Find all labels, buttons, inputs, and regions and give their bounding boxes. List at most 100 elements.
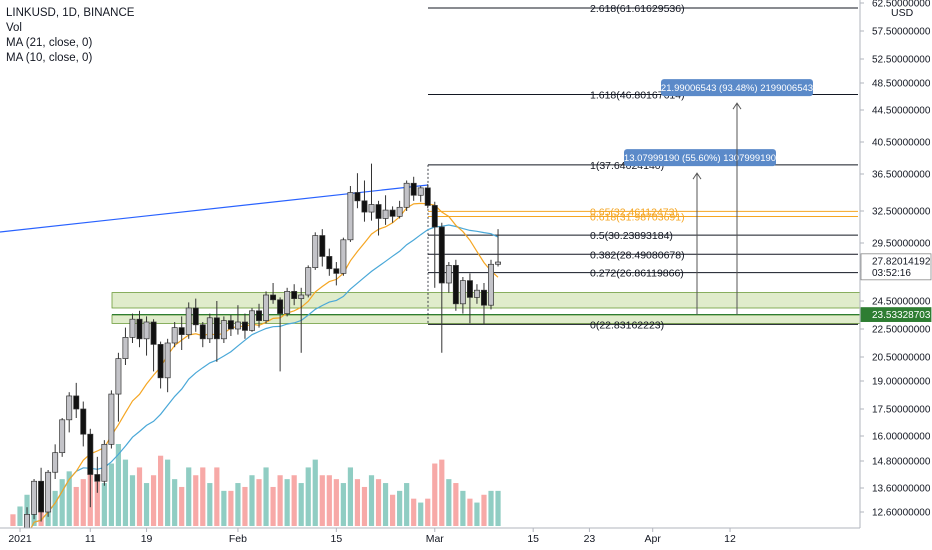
volume-bar — [115, 444, 122, 526]
candlesticks — [10, 163, 501, 550]
volume-bar — [59, 479, 65, 526]
price-tick-label: 14.80000000 — [872, 457, 931, 468]
volume-bar — [298, 483, 304, 526]
volume-bar — [263, 467, 269, 526]
volume-bar — [382, 483, 389, 526]
fib-level-label: 0.272(26.86119866) — [590, 268, 684, 280]
time-tick-label: 11 — [85, 533, 96, 545]
volume-bar — [221, 490, 227, 526]
time-axis-background — [0, 528, 932, 550]
price-tick-label: 52.50000000 — [872, 55, 931, 66]
candle-body — [87, 433, 94, 475]
candle-body — [59, 419, 66, 454]
price-tick-label: 22.50000000 — [872, 325, 931, 336]
candle-body — [438, 226, 445, 284]
volume-bar — [312, 459, 318, 526]
volume-bar — [122, 459, 129, 526]
candle-body — [31, 480, 38, 515]
candle-body — [263, 294, 270, 321]
legend-ma10[interactable]: MA (10, close, 0) — [6, 52, 93, 64]
candle-body — [227, 320, 234, 330]
candle-body — [38, 480, 45, 513]
candle-body — [192, 307, 199, 326]
price-tick-label: 57.50000000 — [872, 27, 931, 38]
candle-body — [150, 321, 157, 345]
volume-bar — [425, 498, 431, 526]
fib-level-label: 1.618(46.80167614) — [590, 89, 685, 101]
candle-body — [466, 280, 473, 298]
time-tick-label: Mar — [426, 533, 445, 545]
volume-bar — [242, 486, 248, 526]
legend-ma21[interactable]: MA (21, close, 0) — [6, 37, 93, 49]
legend-volume[interactable]: Vol — [6, 22, 22, 34]
candle-body — [164, 342, 171, 379]
time-axis[interactable]: 2021 11 19 Feb 15 Mar 15 23 Apr 12 — [0, 527, 932, 550]
price-tick-label: 40.50000000 — [872, 138, 931, 149]
volume-bar — [270, 486, 276, 526]
price-label-box — [860, 307, 932, 322]
volume-bar — [73, 486, 79, 526]
measure-label-box — [624, 149, 776, 167]
volume-bar — [150, 475, 157, 526]
measure-arrow-head — [732, 102, 742, 110]
candle-body — [312, 235, 319, 268]
price-tick-label: 62.50000000 — [872, 0, 931, 10]
volume-bar — [397, 490, 403, 526]
candle-body — [396, 206, 403, 217]
candle-body — [129, 318, 136, 338]
price-axis-ticks: 62.50000000 57.50000000 52.50000000 48.5000… — [860, 0, 931, 519]
volume-bar — [389, 494, 396, 526]
fib-level-label: 0(22.83162223) — [590, 319, 664, 331]
volume-bar — [101, 483, 107, 526]
candle-body — [445, 265, 452, 284]
volume-bar — [481, 494, 487, 526]
candle-body — [291, 291, 298, 299]
volume-bar — [319, 475, 325, 526]
candle-body — [361, 200, 368, 213]
volume-bar — [361, 486, 368, 526]
candle-body — [199, 324, 206, 340]
candle-body — [234, 321, 241, 330]
price-label-value: 27.82014192 — [872, 256, 931, 267]
volume-bar — [333, 479, 339, 526]
volume-bar — [200, 467, 206, 526]
candle-body — [333, 268, 340, 274]
moving-averages — [12, 202, 499, 549]
price-axis[interactable]: 62.50000000 57.50000000 52.50000000 48.5000… — [859, 0, 932, 528]
candle-body — [326, 256, 333, 270]
price-tick-label: 44.50000000 — [872, 106, 931, 117]
volume-bar — [193, 475, 199, 526]
fibonacci-retracement[interactable]: 2.618(61.61629536)1.618(46.80167614)1(37… — [427, 3, 858, 331]
price-tick-label: 32.50000000 — [872, 207, 931, 218]
volume-bar — [10, 514, 16, 526]
volume-bar — [17, 506, 23, 526]
volume-bar — [495, 490, 501, 526]
volume-bar — [186, 467, 192, 526]
measurement-arrows[interactable]: 13.07999190 (55.60%) 1307999190 21.990065… — [624, 79, 813, 315]
volume-bar — [305, 467, 311, 526]
price-tick-label: 17.50000000 — [872, 405, 931, 416]
candle-body — [459, 280, 466, 305]
candle-body — [45, 471, 52, 513]
volume-bar — [284, 479, 290, 526]
volume-bar — [80, 479, 86, 526]
volume-bar — [340, 483, 346, 526]
volume-bar — [172, 479, 178, 526]
ma10-line — [12, 202, 499, 549]
candle-body — [178, 327, 185, 335]
currency-label: USD — [891, 7, 914, 19]
candle-body — [375, 204, 382, 219]
price-tick-label: 20.50000000 — [872, 353, 931, 364]
candle-body — [410, 182, 417, 196]
volume-bar — [411, 498, 417, 526]
candle-body — [319, 235, 326, 257]
legend-symbol[interactable]: LINKUSD, 1D, BINANCE — [6, 7, 135, 19]
volume-bar — [368, 475, 375, 526]
candle-body — [347, 192, 354, 241]
volume-bar — [375, 479, 382, 526]
price-label-box — [860, 253, 932, 281]
candle-body — [403, 182, 410, 208]
candle-body — [115, 358, 122, 395]
